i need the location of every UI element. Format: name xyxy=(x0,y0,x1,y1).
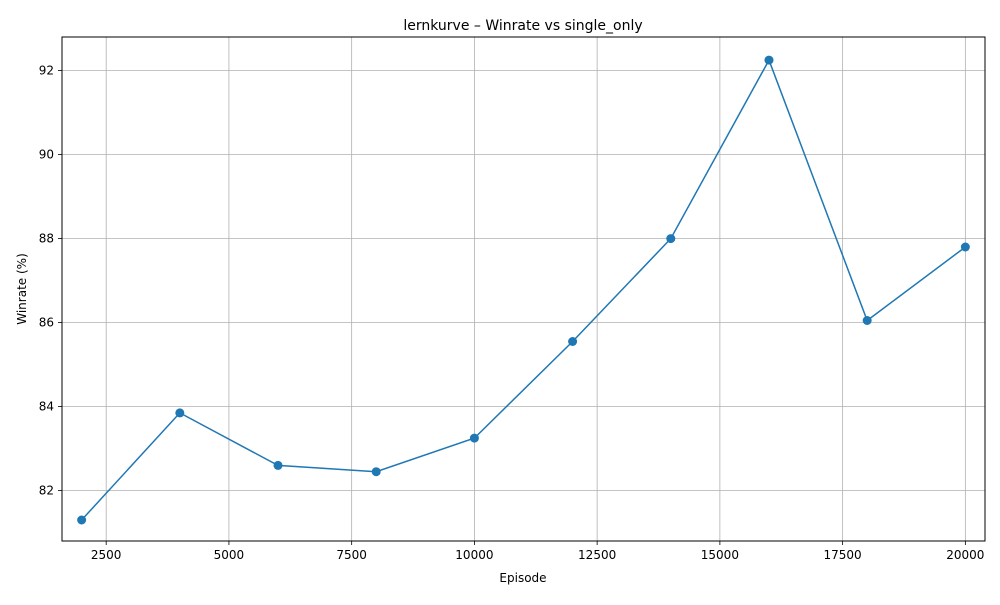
y-tick-label: 84 xyxy=(39,400,54,414)
data-point xyxy=(960,242,970,252)
y-tick-label: 92 xyxy=(39,64,54,78)
x-tick-label: 20000 xyxy=(946,548,984,562)
y-tick-label: 90 xyxy=(39,148,54,162)
ticks: 2500 5000 7500 10000 12500 15000 17500 20000 82 8… xyxy=(39,64,985,562)
x-tick-label: 5000 xyxy=(214,548,245,562)
grid xyxy=(62,37,985,541)
data-point xyxy=(469,433,479,443)
series-line xyxy=(81,58,966,521)
data-point xyxy=(175,408,185,418)
data-point xyxy=(862,316,872,325)
x-tick-label: 10000 xyxy=(455,548,493,562)
data-point xyxy=(666,234,676,244)
y-tick-label: 86 xyxy=(39,316,54,330)
x-tick-label: 12500 xyxy=(578,548,616,562)
y-axis-label: Winrate (%) xyxy=(15,253,29,325)
x-axis-label: Episode xyxy=(499,571,546,585)
data-point xyxy=(371,467,381,477)
y-tick-label: 82 xyxy=(39,484,54,498)
data-point xyxy=(273,460,283,470)
data-point xyxy=(568,337,578,346)
x-tick-label: 7500 xyxy=(336,548,367,562)
x-tick-label: 2500 xyxy=(91,548,122,562)
x-tick-label: 17500 xyxy=(824,548,862,562)
data-point xyxy=(77,515,87,525)
data-point xyxy=(764,55,774,65)
plot-frame xyxy=(61,36,986,542)
series-layer xyxy=(77,55,970,525)
chart-title: lernkurve – Winrate vs single_only xyxy=(403,18,642,34)
y-tick-label: 88 xyxy=(39,232,54,246)
x-tick-label: 15000 xyxy=(701,548,739,562)
